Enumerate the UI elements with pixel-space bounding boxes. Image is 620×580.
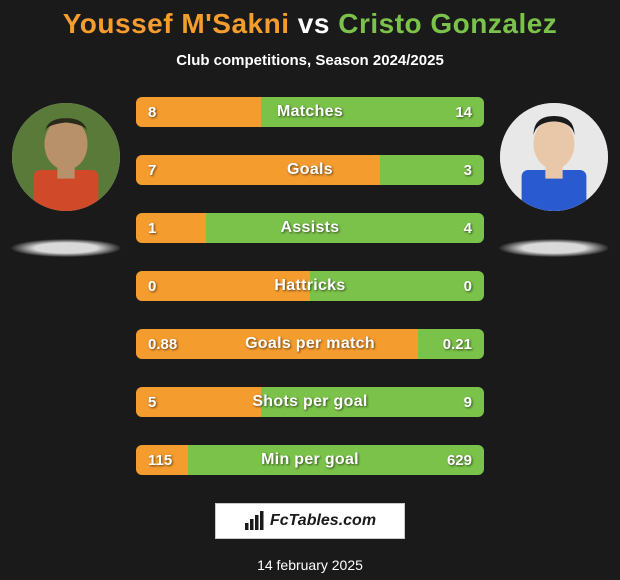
stat-label: Hattricks	[136, 271, 484, 301]
stat-label: Shots per goal	[136, 387, 484, 417]
stat-bar: 814Matches	[136, 97, 484, 127]
subtitle: Club competitions, Season 2024/2025	[0, 52, 620, 69]
bars-icon	[244, 511, 266, 531]
date-label: 14 february 2025	[0, 557, 620, 573]
title-player2: Cristo Gonzalez	[338, 8, 557, 39]
stat-label: Matches	[136, 97, 484, 127]
stat-label: Goals per match	[136, 329, 484, 359]
person-icon	[12, 103, 120, 211]
main-row: 814Matches 73Goals 14Assists 00Hattricks 0.8…	[0, 93, 620, 475]
comparison-infographic: Youssef M'Sakni vs Cristo Gonzalez Club …	[0, 0, 620, 580]
stat-label: Assists	[136, 213, 484, 243]
stat-label: Goals	[136, 155, 484, 185]
stat-label: Min per goal	[136, 445, 484, 475]
avatar-shadow	[11, 239, 121, 257]
stat-bar: 59Shots per goal	[136, 387, 484, 417]
stat-bar: 14Assists	[136, 213, 484, 243]
stats-bars: 814Matches 73Goals 14Assists 00Hattricks 0.8…	[136, 93, 484, 475]
stat-bar: 00Hattricks	[136, 271, 484, 301]
avatar-player1	[12, 103, 120, 211]
player-left-column	[6, 93, 126, 257]
stat-bar: 115629Min per goal	[136, 445, 484, 475]
stat-bar: 0.880.21Goals per match	[136, 329, 484, 359]
stat-bar: 73Goals	[136, 155, 484, 185]
person-icon	[500, 103, 608, 211]
avatar-player2	[500, 103, 608, 211]
brand-label: FcTables.com	[270, 512, 376, 530]
title-vs: vs	[298, 8, 330, 39]
avatar-shadow	[499, 239, 609, 257]
brand-box: FcTables.com	[215, 503, 405, 539]
title-player1: Youssef M'Sakni	[63, 8, 290, 39]
page-title: Youssef M'Sakni vs Cristo Gonzalez	[0, 8, 620, 40]
player-right-column	[494, 93, 614, 257]
